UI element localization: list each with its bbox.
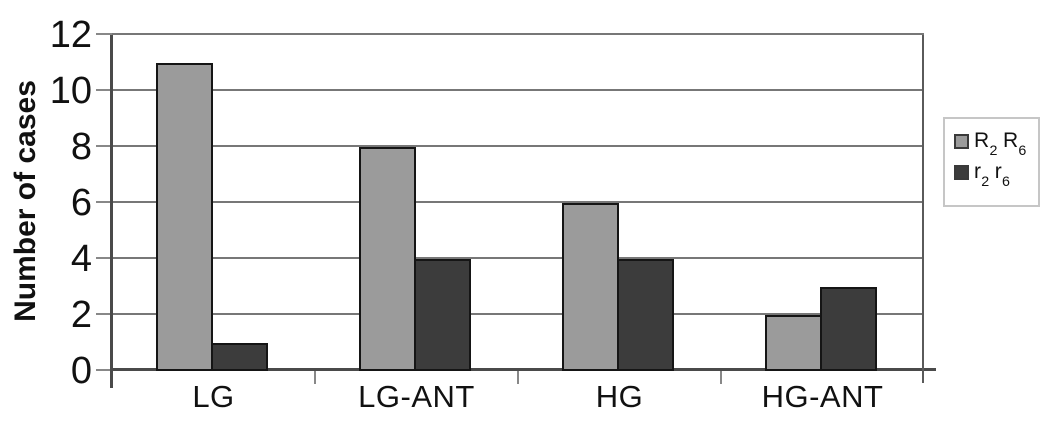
bar-hg-series-2 xyxy=(617,259,674,371)
gridline-2 xyxy=(112,313,924,315)
x-axis-line xyxy=(110,368,936,371)
bar-lg-ant-series-2 xyxy=(414,259,471,371)
legend-swatch-2 xyxy=(954,164,969,180)
y-tick-label-2: 2 xyxy=(70,294,92,336)
y-tick-mark-10 xyxy=(96,89,112,91)
legend-entry-2: r2 r6 xyxy=(954,160,1032,190)
y-tick-mark-0 xyxy=(96,369,112,371)
bar-lg-ant-series-1 xyxy=(359,147,416,371)
legend: R2 R6 r2 r6 xyxy=(943,117,1040,207)
x-tick-mark-3 xyxy=(720,371,722,384)
plot-right-border xyxy=(922,35,924,383)
legend-label-2: r2 r6 xyxy=(974,160,1010,190)
x-category-label-lg: LG xyxy=(192,379,235,414)
y-tick-mark-4 xyxy=(96,257,112,259)
y-tick-label-12: 12 xyxy=(49,14,92,56)
gridline-8 xyxy=(112,145,924,147)
bar-lg-series-2 xyxy=(211,343,268,371)
x-category-label-hg-ant: HG-ANT xyxy=(761,379,884,414)
y-tick-mark-6 xyxy=(96,201,112,203)
x-category-label-hg: HG xyxy=(595,379,644,414)
y-tick-mark-12 xyxy=(96,33,112,35)
bar-hg-ant-series-1 xyxy=(765,315,822,371)
gridline-10 xyxy=(112,89,924,91)
y-tick-mark-2 xyxy=(96,313,112,315)
y-tick-label-8: 8 xyxy=(70,126,92,168)
y-tick-mark-8 xyxy=(96,145,112,147)
y-axis-line xyxy=(110,35,113,388)
x-tick-mark-1 xyxy=(314,371,316,384)
y-tick-label-4: 4 xyxy=(70,238,92,280)
y-tick-label-6: 6 xyxy=(70,182,92,224)
y-tick-label-0: 0 xyxy=(70,350,92,392)
gridline-6 xyxy=(112,201,924,203)
bar-lg-series-1 xyxy=(156,63,213,371)
bar-hg-series-1 xyxy=(562,203,619,371)
gridline-4 xyxy=(112,257,924,259)
legend-swatch-1 xyxy=(954,133,969,149)
y-tick-label-10: 10 xyxy=(49,70,92,112)
bar-hg-ant-series-2 xyxy=(820,287,877,371)
legend-label-1: R2 R6 xyxy=(974,129,1027,159)
legend-entry-1: R2 R6 xyxy=(954,129,1032,159)
gridline-12 xyxy=(112,33,924,35)
x-tick-mark-2 xyxy=(517,371,519,384)
x-category-label-lg-ant: LG-ANT xyxy=(358,379,475,414)
